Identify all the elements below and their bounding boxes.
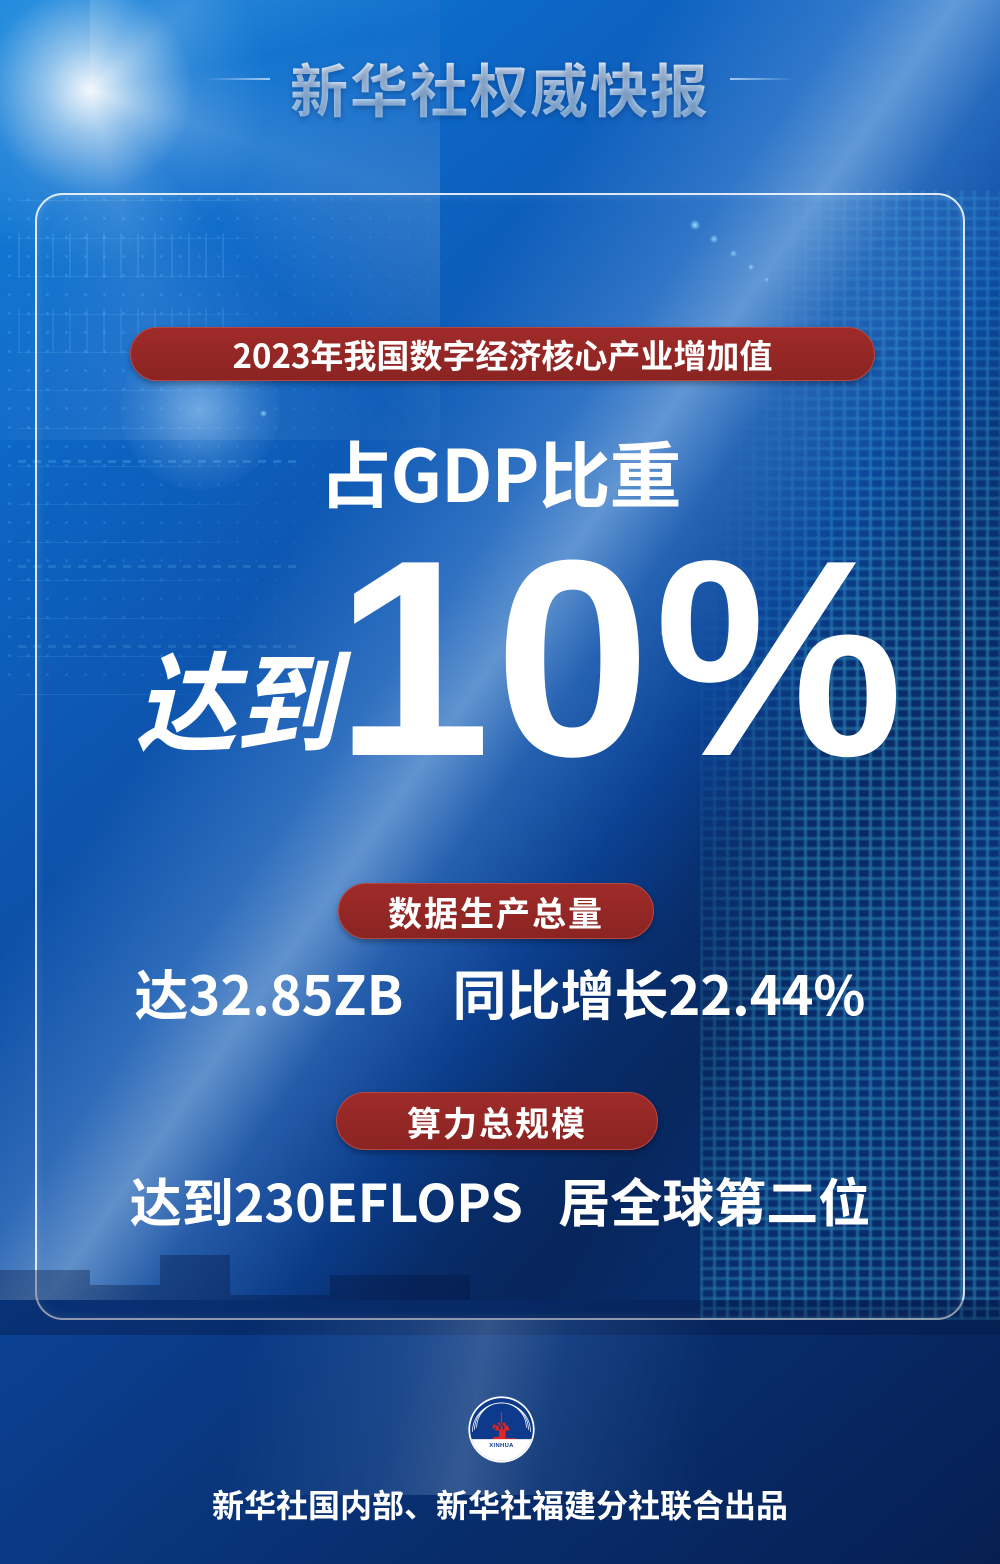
svg-text:XINHUA: XINHUA: [489, 1443, 514, 1449]
